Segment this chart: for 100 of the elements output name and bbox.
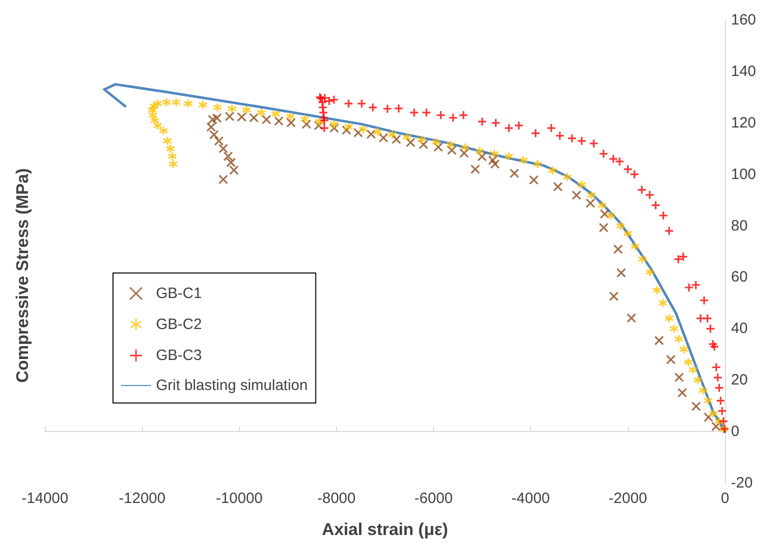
- point: [718, 416, 728, 426]
- y-tick-label: 0: [731, 423, 740, 440]
- point: [598, 222, 608, 232]
- legend-label: GB-C3: [156, 347, 202, 364]
- x-tick-label: -8000: [317, 490, 356, 507]
- point: [717, 406, 727, 416]
- point: [530, 128, 540, 138]
- point: [318, 108, 328, 118]
- y-tick-label: 160: [731, 12, 756, 28]
- point: [654, 336, 664, 346]
- legend-label: GB-C1: [156, 285, 202, 302]
- point: [318, 102, 328, 112]
- point: [422, 108, 432, 118]
- point: [572, 190, 582, 200]
- x-axis-title: Axial strain (με): [322, 520, 448, 539]
- point: [711, 362, 722, 372]
- point: [342, 125, 352, 135]
- point: [696, 314, 706, 324]
- point: [378, 133, 388, 143]
- point: [658, 210, 668, 220]
- point: [677, 388, 688, 398]
- point: [329, 94, 339, 105]
- y-tick-label: 120: [731, 114, 756, 132]
- x-tick-label: -2000: [608, 490, 648, 507]
- y-tick-label: 20: [731, 372, 748, 389]
- point: [214, 136, 224, 146]
- x-tick-label: -6000: [414, 490, 453, 507]
- point: [470, 164, 480, 174]
- point: [609, 291, 619, 302]
- point: [567, 134, 577, 144]
- point: [249, 112, 259, 123]
- point: [353, 128, 364, 138]
- point: [702, 314, 712, 324]
- point: [286, 118, 296, 128]
- point: [418, 140, 428, 150]
- point: [490, 159, 500, 169]
- x-tick-label: 0: [720, 490, 730, 507]
- point: [459, 148, 469, 158]
- point: [644, 190, 655, 200]
- point: [546, 123, 556, 133]
- point: [406, 138, 416, 148]
- point: [684, 282, 694, 292]
- point: [314, 120, 324, 130]
- point: [368, 102, 378, 112]
- point: [236, 112, 247, 122]
- x-tick-label: -14000: [22, 490, 68, 507]
- point: [448, 112, 458, 123]
- point: [616, 268, 626, 278]
- point: [212, 113, 222, 123]
- point: [392, 134, 402, 144]
- point: [706, 324, 716, 334]
- y-tick-label: -20: [731, 474, 753, 492]
- y-tick-label: 60: [731, 268, 748, 286]
- point: [329, 123, 339, 133]
- point: [691, 280, 701, 290]
- y-tick-label: 80: [731, 217, 748, 234]
- point: [576, 136, 587, 146]
- x-tick-label: -4000: [512, 490, 550, 507]
- point: [446, 145, 457, 155]
- point: [488, 155, 498, 165]
- y-axis-title: Compressive Stress (MPa): [13, 168, 32, 383]
- point: [636, 184, 647, 195]
- point: [274, 116, 284, 126]
- point: [678, 252, 688, 262]
- point: [650, 200, 660, 210]
- y-tick-label: 100: [731, 166, 756, 183]
- point: [555, 130, 565, 141]
- point: [613, 244, 623, 254]
- point: [710, 342, 720, 352]
- x-tick-label: -10000: [216, 490, 263, 507]
- point: [319, 116, 330, 126]
- point: [588, 138, 599, 148]
- point: [708, 339, 718, 349]
- point: [382, 104, 392, 114]
- point: [699, 296, 709, 306]
- point: [319, 112, 329, 123]
- point: [664, 226, 674, 236]
- point: [712, 372, 723, 382]
- point: [528, 175, 539, 185]
- point: [510, 168, 520, 178]
- point: [504, 123, 514, 133]
- point: [490, 118, 501, 128]
- point: [344, 98, 354, 108]
- point: [666, 354, 676, 364]
- legend-label: GB-C2: [156, 316, 202, 333]
- point: [691, 402, 701, 412]
- point: [704, 412, 714, 422]
- point: [394, 104, 404, 114]
- point: [356, 98, 366, 108]
- point: [319, 123, 330, 133]
- point: [553, 182, 563, 192]
- y-tick-label: 40: [731, 320, 748, 338]
- point: [711, 422, 721, 432]
- point: [598, 148, 608, 159]
- point: [716, 396, 726, 406]
- point: [218, 144, 228, 154]
- point: [514, 120, 524, 130]
- point: [302, 119, 312, 129]
- point: [477, 152, 487, 162]
- point: [458, 110, 468, 120]
